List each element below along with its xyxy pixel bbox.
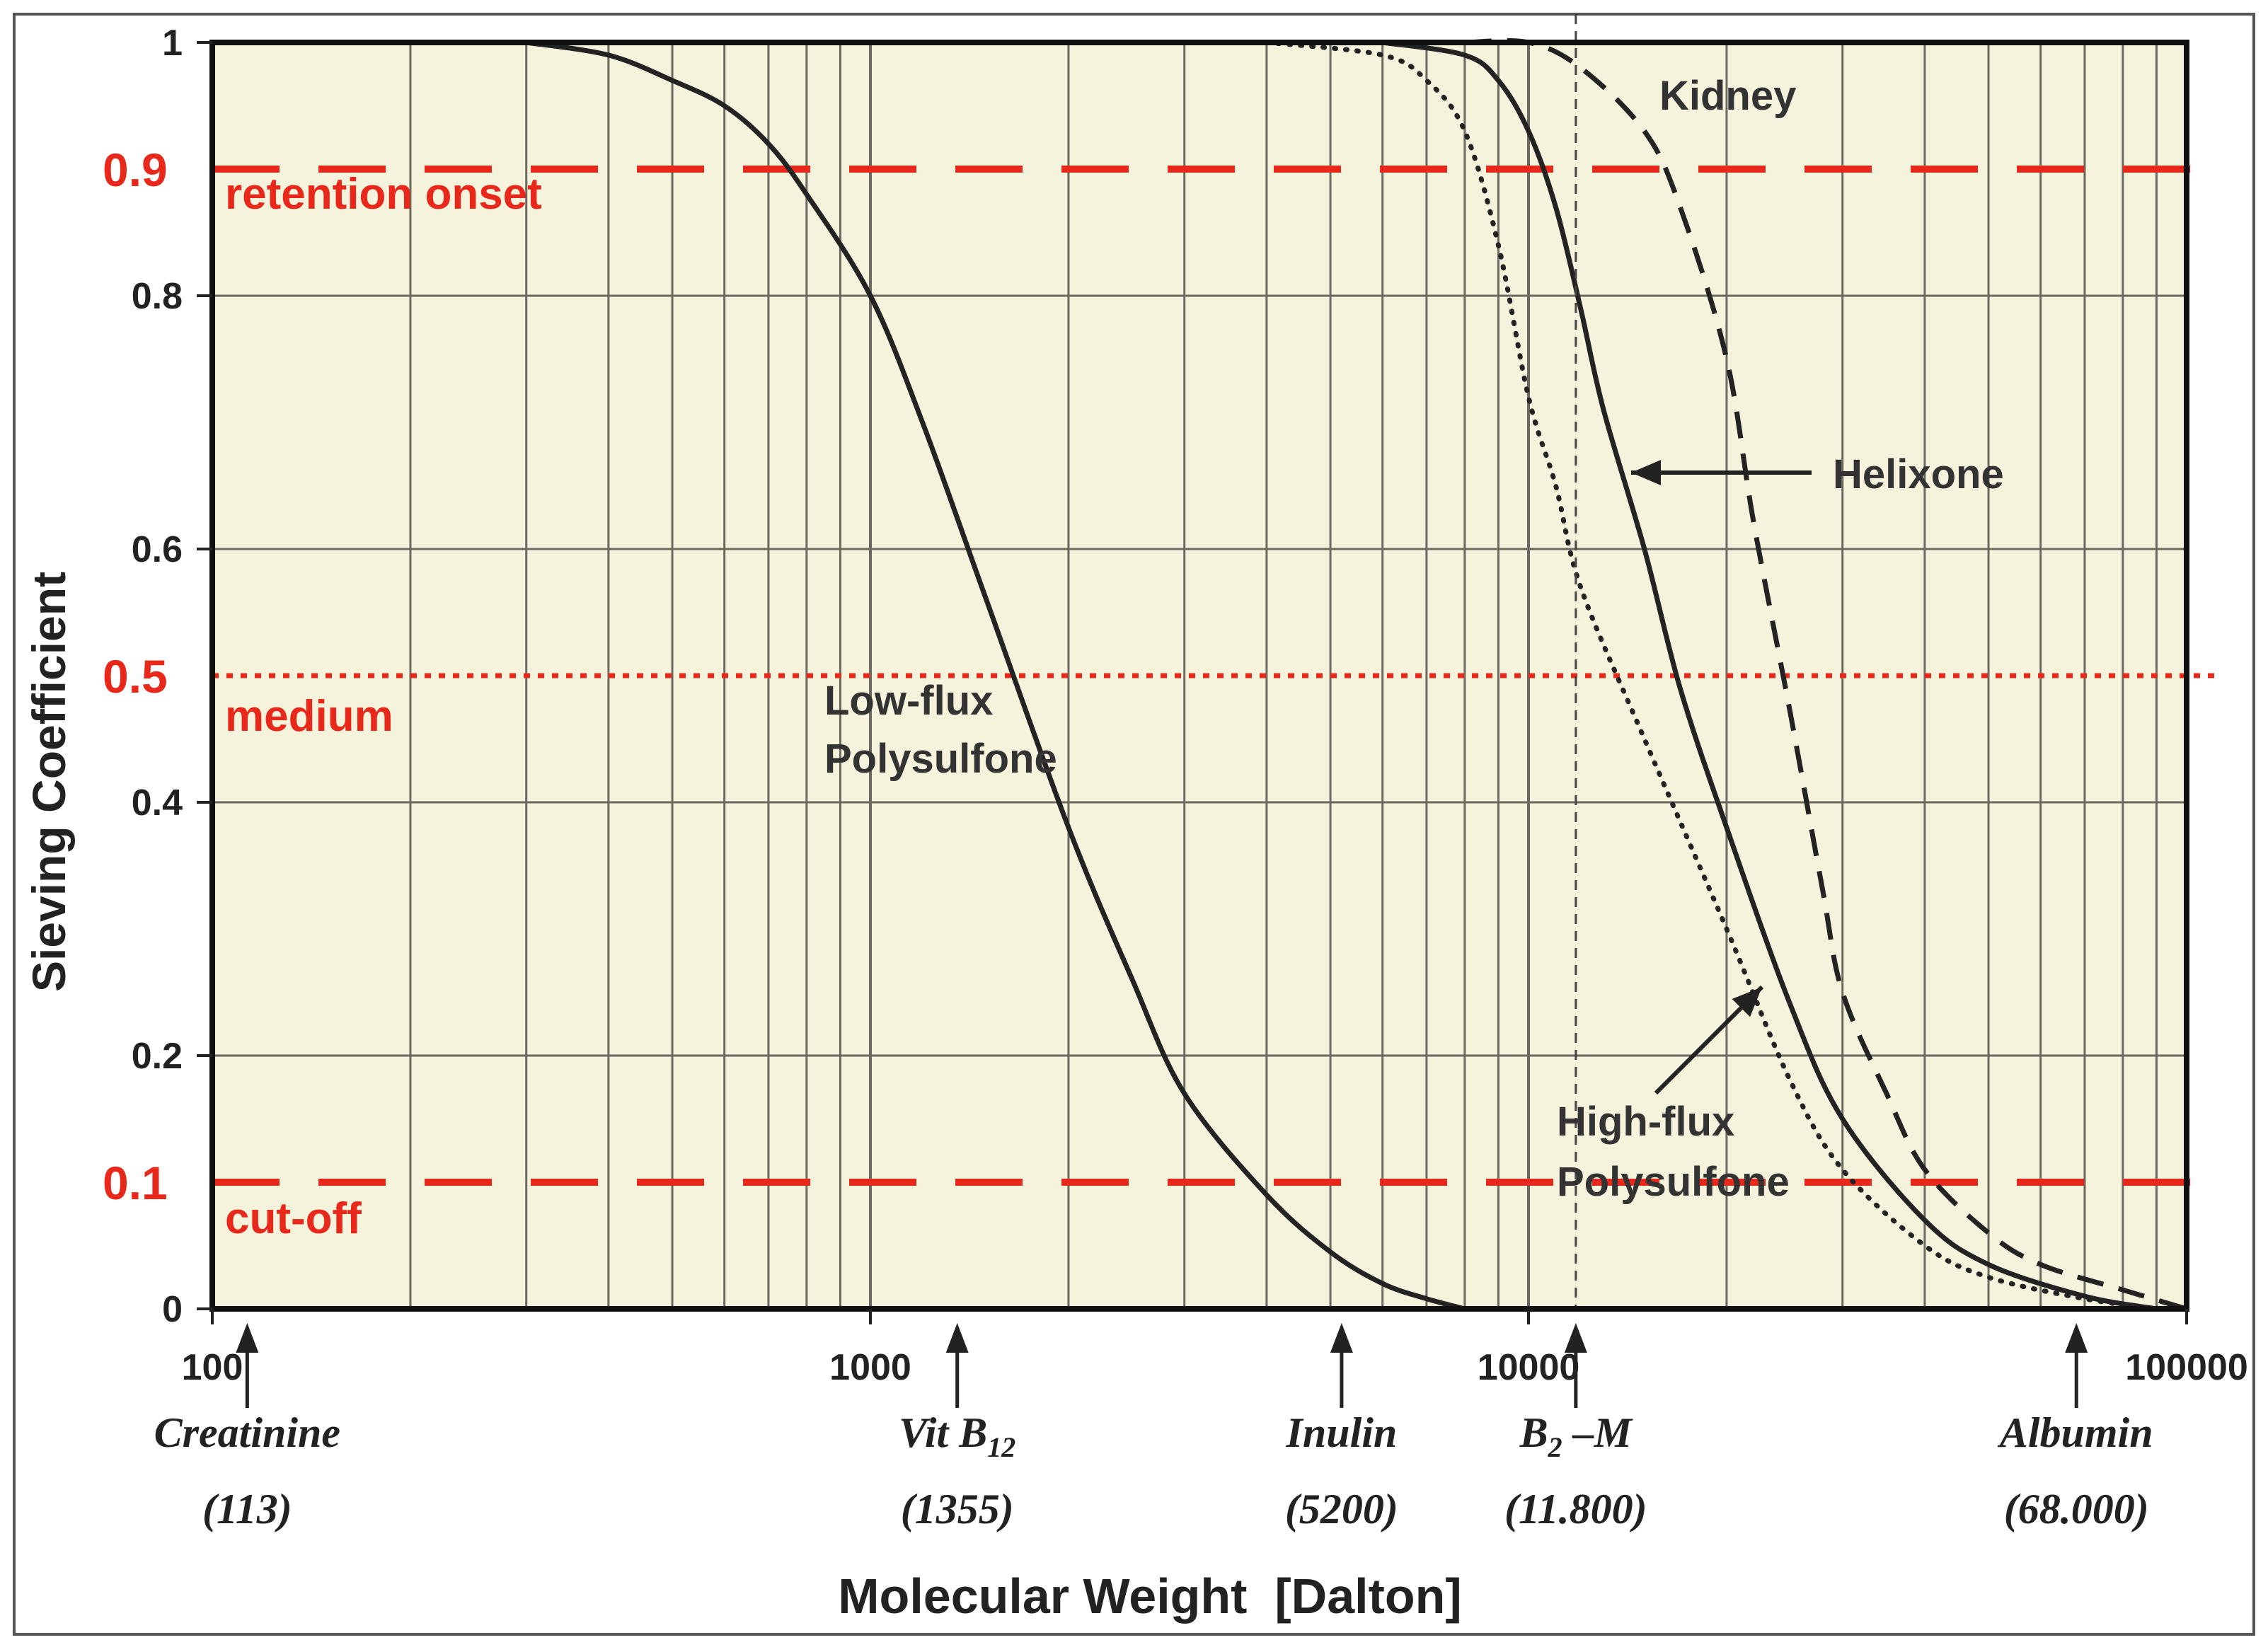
marker-name-suffix: –M [1562, 1409, 1634, 1456]
marker-name-label: Inulin [1285, 1409, 1397, 1456]
marker-name-label: Vit B12 [899, 1409, 1015, 1463]
axis-ticks: 0 0.2 0.4 0.6 0.8 1 100 1000 10000 100000 [132, 23, 2248, 1388]
reference-value-label: 0.9 [103, 144, 168, 196]
marker-molecular-weight: (11.800) [1504, 1486, 1647, 1532]
x-tick-label: 100000 [2125, 1347, 2248, 1388]
reference-name-label: retention onset [225, 170, 542, 219]
reference-value-label: 0.1 [103, 1157, 168, 1209]
curve-label-text: High-flux [1557, 1099, 1734, 1145]
reference-name-label: cut-off [225, 1194, 362, 1243]
x-tick-label: 1000 [829, 1347, 911, 1388]
marker-molecular-weight: (1355) [901, 1486, 1014, 1532]
curve-label-text: Helixone [1833, 451, 2004, 497]
marker-arrow-head [945, 1323, 969, 1353]
reference-name-label: medium [225, 692, 393, 741]
marker-name-subscript: 12 [987, 1431, 1015, 1463]
series-line-helixone [1380, 40, 2159, 1312]
marker-arrow-head [2065, 1323, 2088, 1353]
x-tick-label: 100 [182, 1347, 243, 1388]
marker-molecular-weight: (113) [202, 1486, 292, 1532]
series-line-high-flux-polysulfone [1264, 40, 2159, 1312]
y-axis-label: Sieving Coefficient [23, 572, 75, 992]
marker-arrow-head [1330, 1323, 1353, 1353]
marker-name-main: Inulin [1285, 1409, 1397, 1456]
marker-name-main: Vit B [899, 1409, 987, 1456]
y-tick-label: 0.8 [132, 276, 183, 317]
series-line-kidney [1464, 37, 2188, 1312]
marker-name-label: B2 –M [1519, 1409, 1634, 1463]
curve-label-text: Kidney [1659, 73, 1796, 119]
marker-name-main: B [1519, 1409, 1548, 1456]
grid [212, 42, 2187, 1309]
y-tick-label: 0.2 [132, 1036, 183, 1077]
marker-arrow-head [236, 1323, 259, 1353]
marker-arrow-head [1564, 1323, 1587, 1353]
marker-molecular-weight: (68.000) [2004, 1486, 2149, 1532]
marker-molecular-weight: (5200) [1285, 1486, 1398, 1532]
marker-name-main: Albumin [1997, 1409, 2153, 1456]
plot-border [209, 40, 2189, 1312]
y-tick-label: 1 [162, 23, 183, 64]
molecule-markers: Creatinine (113) Vit B12 (1355) Inulin (5200)… [154, 1323, 2153, 1532]
reference-lines: 0.9 retention onset 0.5 medium 0.1 cut-off [103, 144, 2215, 1243]
helixone-arrow-head [1631, 460, 1661, 485]
reference-value-label: 0.5 [103, 650, 168, 703]
marker-name-main: Creatinine [154, 1409, 340, 1456]
curve-label-text: Polysulfone [1557, 1159, 1790, 1205]
y-tick-label: 0.6 [132, 529, 183, 570]
x-tick-label: 10000 [1478, 1347, 1580, 1388]
marker-name-label: Creatinine [154, 1409, 340, 1456]
curve-label-text: Low-flux [824, 678, 993, 724]
marker-name-label: Albumin [1997, 1409, 2153, 1456]
series-curves [524, 14, 2188, 1312]
high-flux-arrow-head [1732, 987, 1762, 1017]
curve-labels: Kidney Helixone Low-flux Polysulfone High-fl… [824, 73, 2004, 1205]
curve-label-text: Polysulfone [824, 736, 1057, 782]
series-line-low-flux-polysulfone [524, 40, 1468, 1312]
y-tick-label: 0 [162, 1289, 183, 1330]
y-tick-label: 0.4 [132, 782, 183, 824]
marker-name-subscript: 2 [1548, 1431, 1562, 1463]
x-axis-label: Molecular Weight [Dalton] [838, 1569, 1462, 1624]
